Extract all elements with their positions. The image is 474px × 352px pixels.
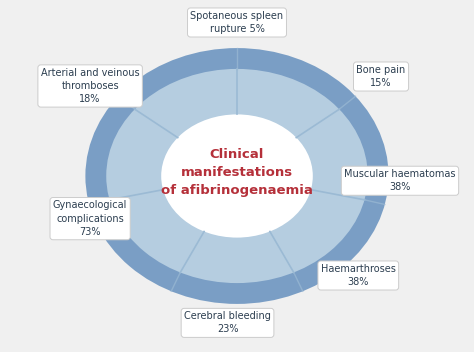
Ellipse shape [85,48,389,304]
Text: Bone pain
15%: Bone pain 15% [356,65,406,88]
Text: Cerebral bleeding
23%: Cerebral bleeding 23% [184,311,271,334]
Text: Arterial and veinous
thromboses
18%: Arterial and veinous thromboses 18% [41,68,139,104]
Text: Spotaneous spleen
rupture 5%: Spotaneous spleen rupture 5% [191,11,283,34]
Ellipse shape [161,114,313,238]
Ellipse shape [106,69,368,283]
Text: Clinical
manifestations
of afibrinogenaemia: Clinical manifestations of afibrinogenae… [161,148,313,197]
Text: Gynaecological
complications
73%: Gynaecological complications 73% [53,200,128,237]
Text: Muscular haematomas
38%: Muscular haematomas 38% [344,169,456,192]
Text: Haemarthroses
38%: Haemarthroses 38% [321,264,396,287]
